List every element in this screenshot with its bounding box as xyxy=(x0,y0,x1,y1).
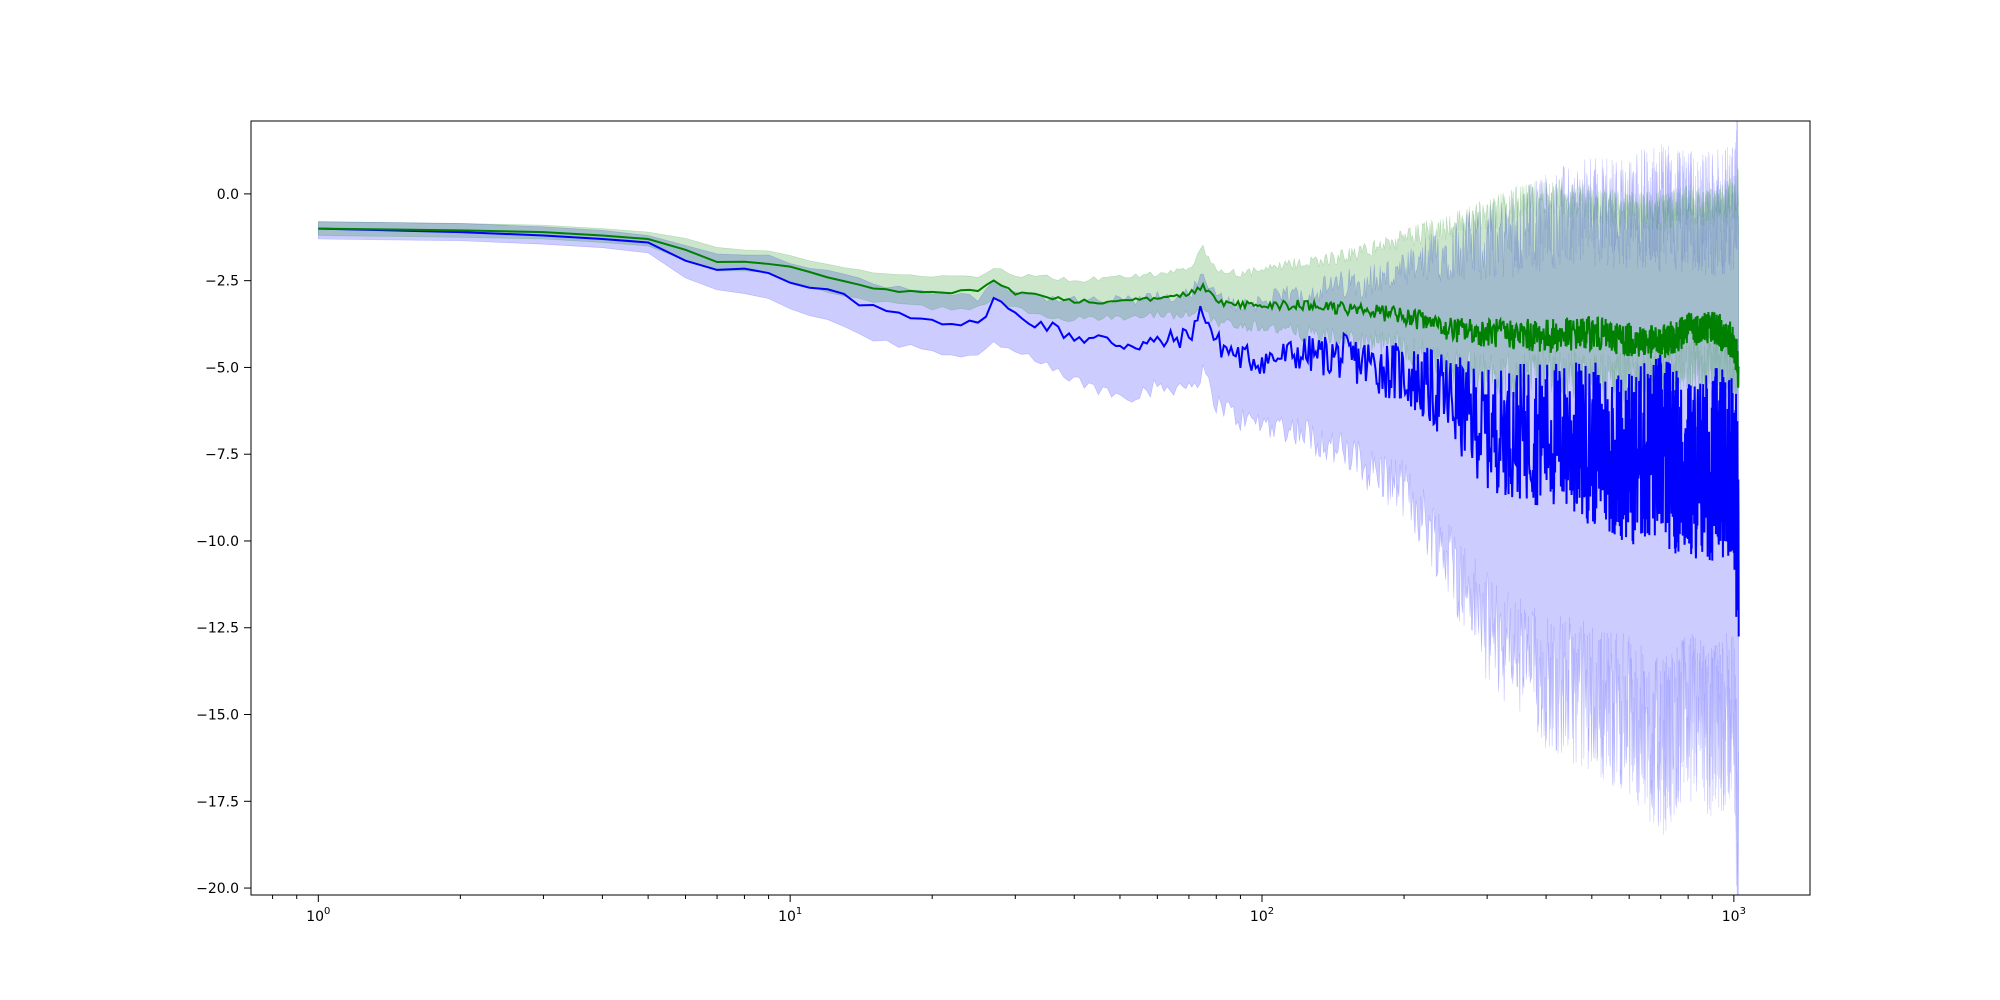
plot-area xyxy=(318,121,1740,895)
x-tick-label: 101 xyxy=(778,906,802,925)
y-tick-label: −5.0 xyxy=(205,360,239,376)
x-tick-label: 102 xyxy=(1250,906,1274,925)
x-tick-label: 100 xyxy=(306,906,330,925)
y-axis: 0.0 −2.5 −5.0 −7.5 −10.0 −12.5 −15.0 −17.5 −20.0 xyxy=(196,187,251,897)
series-2-mean-line xyxy=(318,227,1740,388)
x-axis: 100 101 102 103 xyxy=(272,895,1746,925)
x-tick-label: 103 xyxy=(1722,906,1746,925)
y-tick-label: −20.0 xyxy=(196,881,239,897)
y-tick-label: −12.5 xyxy=(196,621,239,637)
series-1-mean-line xyxy=(318,227,1740,637)
y-tick-label: 0.0 xyxy=(217,187,239,203)
axes-frame xyxy=(250,120,1811,896)
series-2-confidence-band xyxy=(318,167,1740,414)
series-group xyxy=(318,121,1740,895)
y-tick-label: −2.5 xyxy=(205,274,239,290)
y-tick-label: −17.5 xyxy=(196,794,239,810)
y-tick-label: −7.5 xyxy=(205,447,239,463)
y-tick-label: −10.0 xyxy=(196,534,239,550)
y-tick-label: −15.0 xyxy=(196,708,239,724)
